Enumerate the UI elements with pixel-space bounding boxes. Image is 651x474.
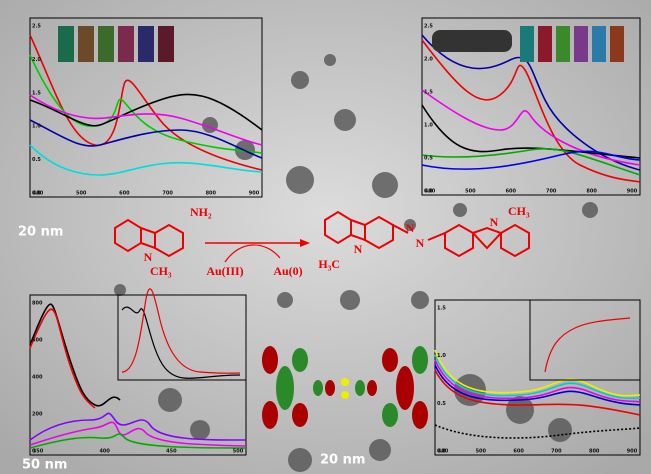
y-tick-label: 800 (32, 301, 43, 307)
y-tick-label: 1.0 (437, 353, 446, 359)
x-tick-label: 500 (76, 191, 87, 197)
x-tick-label: 800 (589, 449, 600, 455)
graphical-abstract: NH₂ N CH₃ Au(III) Au(0) N N N H₃C N CH₃ … (0, 0, 651, 474)
chem-label: CH₃ (150, 264, 172, 278)
x-tick-label: 600 (506, 189, 517, 195)
x-tick-label: 900 (627, 189, 638, 195)
chem-label: CH₃ (508, 204, 530, 218)
x-tick-label: 900 (627, 449, 638, 455)
y-tick-label: 2.0 (424, 57, 433, 63)
chem-label: Au(0) (273, 264, 302, 278)
chem-label: N (416, 236, 425, 250)
x-tick-label: 600 (513, 449, 524, 455)
chem-label: N (490, 215, 499, 229)
x-tick-label: 800 (206, 191, 217, 197)
y-tick-label: 1.0 (32, 124, 41, 130)
y-tick-label: 600 (32, 338, 43, 344)
chem-label: H₃C (318, 257, 340, 271)
y-tick-label: 2.0 (32, 57, 41, 63)
y-tick-label: 1.5 (424, 90, 433, 96)
x-tick-label: 900 (249, 191, 260, 197)
x-tick-label: 700 (551, 449, 562, 455)
y-tick-label: 2.5 (424, 24, 433, 30)
chem-label: Au(III) (206, 264, 243, 278)
x-tick-label: 700 (546, 189, 557, 195)
chem-label: N (144, 250, 153, 264)
y-tick-label: 0.0 (424, 189, 433, 195)
x-tick-label: 400 (99, 449, 110, 455)
x-tick-label: 500 (476, 449, 487, 455)
x-tick-label: 450 (166, 449, 177, 455)
scale-bar-label: 50 nm (22, 458, 67, 473)
chem-label: N (354, 242, 363, 256)
chem-label: N (406, 221, 415, 235)
y-tick-label: 200 (32, 412, 43, 418)
x-tick-label: 500 (233, 449, 244, 455)
scale-bar-label: 20 nm (320, 453, 365, 468)
x-tick-label: 500 (465, 189, 476, 195)
y-tick-label: 0.5 (424, 156, 433, 162)
y-tick-label: 0.5 (437, 401, 446, 407)
chem-label: NH₂ (190, 205, 212, 219)
y-tick-label: 0 (32, 449, 36, 455)
nanorod (432, 30, 512, 52)
y-tick-label: 0.5 (32, 157, 41, 163)
y-tick-label: 400 (32, 375, 43, 381)
scale-bar-label: 20 nm (18, 225, 63, 240)
x-tick-label: 600 (119, 191, 130, 197)
y-tick-label: 0.0 (437, 449, 446, 455)
y-tick-label: 1.5 (32, 90, 41, 96)
x-tick-label: 700 (162, 191, 173, 197)
y-tick-label: 1.5 (437, 306, 446, 312)
y-tick-label: 0.0 (32, 191, 41, 197)
tem-background (0, 0, 651, 474)
y-tick-label: 2.5 (32, 24, 41, 30)
y-tick-label: 1.0 (424, 123, 433, 129)
x-tick-label: 800 (586, 189, 597, 195)
